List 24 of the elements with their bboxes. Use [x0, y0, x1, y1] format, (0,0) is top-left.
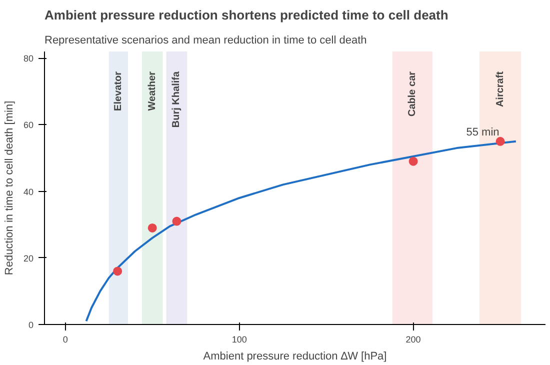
point [172, 216, 182, 226]
point [496, 136, 505, 146]
band-label: Elevator [112, 71, 124, 111]
y-tick-label: 0 [28, 320, 34, 330]
band-label: Weather [146, 71, 158, 111]
x-tick-label: 0 [62, 334, 68, 344]
band-label: Burj Khalifa [171, 71, 182, 128]
x-tick-label: 100 [232, 334, 247, 344]
chart-subtitle: Representative scenarios and mean reduction in time to cell death [44, 34, 367, 46]
y-axis-title: Reduction in time to cell death [min] [3, 100, 16, 276]
x-tick-label: 200 [406, 334, 421, 344]
y-tick-label: 80 [23, 54, 34, 64]
annotation: 55 min [466, 126, 500, 138]
point [113, 266, 122, 276]
point [148, 223, 157, 232]
point [408, 156, 418, 166]
chart-title: Ambient pressure reduction shortens predicted time to cell death [44, 8, 448, 22]
y-tick-label: 20 [23, 253, 34, 264]
band-label: Aircraft [494, 70, 506, 108]
band-label: Cable car [406, 71, 418, 116]
y-tick-label: 40 [23, 186, 34, 197]
line-series [85, 140, 517, 322]
y-tick-label: 60 [23, 120, 34, 130]
x-axis-title: Ambient pressure reduction ∆W [hPa] [203, 350, 387, 362]
